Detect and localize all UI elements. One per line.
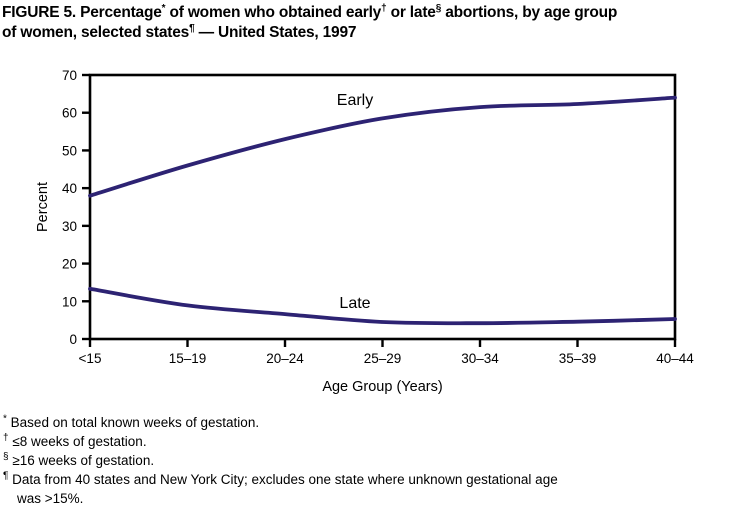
y-tick-label: 60 (62, 106, 77, 121)
title-footnote-marker: * (161, 2, 166, 14)
x-tick-label: 35–39 (559, 351, 597, 366)
footnote: § ≥16 weeks of gestation. (3, 451, 745, 470)
footnote: † ≤8 weeks of gestation. (3, 432, 745, 451)
title-footnote-marker: † (381, 2, 387, 14)
footnote: * Based on total known weeks of gestatio… (3, 413, 745, 432)
x-tick-label: 30–34 (461, 351, 499, 366)
footnote: ¶ Data from 40 states and New York City;… (3, 470, 745, 508)
y-tick-label: 20 (62, 257, 77, 272)
title-line: of women, selected states¶ — United Stat… (2, 23, 748, 43)
y-tick-label: 30 (62, 219, 77, 234)
title-segment: abortions, by age group (441, 4, 618, 21)
y-tick-label: 40 (62, 181, 77, 196)
footnote-text: Based on total known weeks of gestation. (10, 415, 260, 430)
title-footnote-marker: ¶ (189, 22, 195, 34)
y-tick-label: 50 (62, 143, 77, 158)
early-series-line (88, 95, 677, 198)
footnote-symbol: * (3, 413, 7, 425)
x-tick-label: <15 (79, 351, 102, 366)
y-tick-label: 70 (62, 68, 77, 83)
x-tick-label: 20–24 (266, 351, 304, 366)
title-segment: of women, selected states (2, 24, 190, 41)
title-segment: of women who obtained early (165, 4, 382, 21)
y-tick-label: 10 (62, 294, 77, 309)
footnote-symbol: ¶ (3, 470, 9, 482)
footnote-symbol: † (3, 432, 9, 444)
y-axis-title: Percent (35, 182, 51, 232)
x-axis-title: Age Group (Years) (322, 379, 442, 395)
title-footnote-marker: § (435, 2, 442, 14)
line-chart: 0 10 20 30 40 50 60 70 <15 15–19 20–24 25–29 30–34 35… (35, 68, 694, 395)
y-tick-label: 0 (69, 332, 77, 347)
footnote-text: ≤8 weeks of gestation. (12, 434, 147, 449)
footnote-text: Data from 40 states and New York City; e… (12, 472, 558, 506)
title-segment: — United States, 1997 (194, 24, 357, 41)
late-series-line (88, 286, 677, 326)
early-series-label: Early (337, 92, 373, 109)
plot-border (88, 73, 677, 341)
figure-footnotes: * Based on total known weeks of gestatio… (3, 413, 745, 508)
late-series-label: Late (339, 295, 370, 312)
footnote-symbol: § (3, 451, 9, 463)
x-tick-label: 15–19 (169, 351, 207, 366)
footnote-text: ≥16 weeks of gestation. (12, 453, 155, 468)
x-tick-label: 40–44 (656, 351, 694, 366)
title-segment: or late (386, 4, 436, 21)
x-tick-label: 25–29 (364, 351, 402, 366)
title-line: FIGURE 5. Percentage* of women who obtai… (2, 3, 748, 23)
figure-title: FIGURE 5. Percentage* of women who obtai… (2, 3, 748, 43)
title-segment: FIGURE 5. Percentage (2, 4, 162, 21)
